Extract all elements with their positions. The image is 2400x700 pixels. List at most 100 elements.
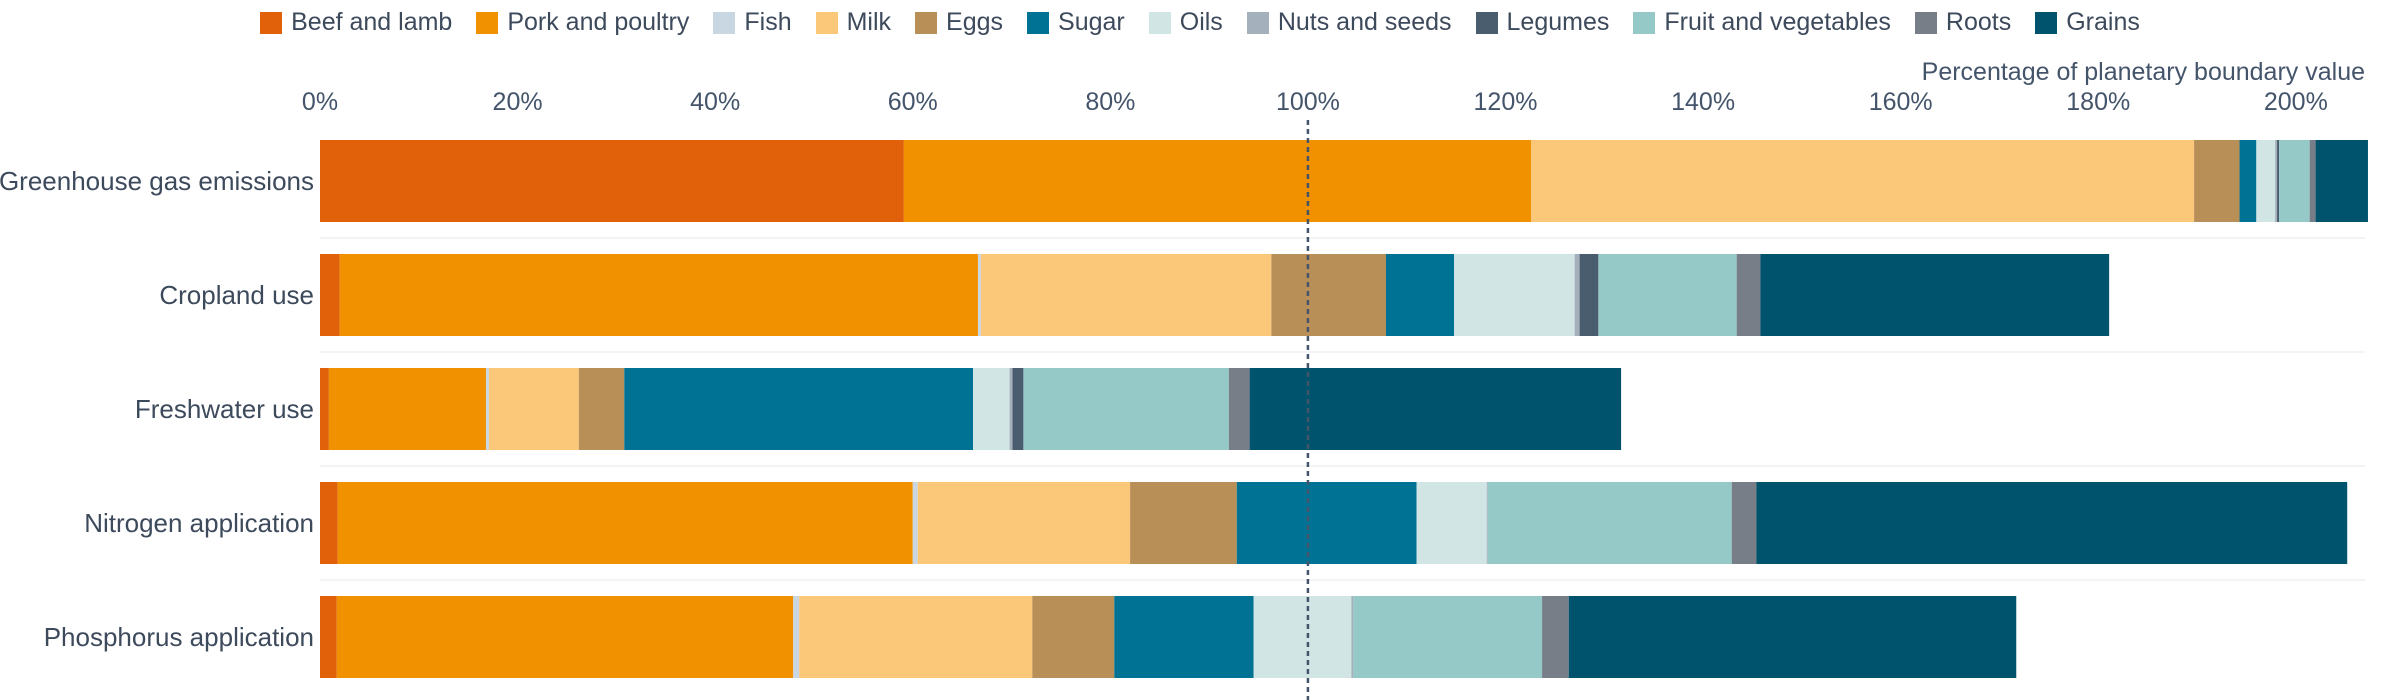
bar-cropland-use-fish: [977, 254, 981, 336]
bar-greenhouse-gas-emissions-legumes: [2277, 140, 2280, 222]
bar-freshwater-use-legumes: [1012, 368, 1024, 450]
x-tick-label: 140%: [1671, 88, 1735, 116]
x-tick-label: 160%: [1869, 88, 1933, 116]
grid-lines: [320, 237, 2365, 581]
bar-greenhouse-gas-emissions-roots: [2309, 140, 2316, 222]
x-tick-label: 60%: [888, 88, 938, 116]
bar-phosphorus-application-roots: [1542, 596, 1569, 678]
category-label-phosphorus-application: Phosphorus application: [44, 622, 314, 652]
legend: Beef and lamb Pork and poultry Fish Milk Egg…: [0, 8, 2400, 37]
legend-swatch: [476, 11, 499, 34]
bar-phosphorus-application-nuts-and-seeds: [1351, 596, 1354, 678]
bar-nitrogen-application-nuts-and-seeds: [1486, 482, 1488, 564]
bar-freshwater-use-milk: [488, 368, 579, 450]
legend-swatch: [260, 11, 283, 34]
legend-swatch: [1633, 11, 1656, 34]
bar-nitrogen-application-oils: [1416, 482, 1487, 564]
bar-freshwater-use-roots: [1228, 368, 1250, 450]
bar-nitrogen-application-beef-and-lamb: [320, 482, 338, 564]
x-tick-label: 180%: [2066, 88, 2130, 116]
legend-label: Milk: [846, 8, 892, 36]
category-label-nitrogen-application: Nitrogen application: [84, 508, 314, 538]
x-tick-label: 40%: [690, 88, 740, 116]
bar-phosphorus-application-beef-and-lamb: [320, 596, 337, 678]
bar-greenhouse-gas-emissions-eggs: [2194, 140, 2240, 222]
bar-cropland-use-sugar: [1385, 254, 1455, 336]
legend-label: Grains: [2066, 8, 2140, 36]
legend-item-pork-and-poultry: Pork and poultry: [476, 8, 689, 37]
bar-cropland-use-fruit-and-vegetables: [1598, 254, 1737, 336]
bar-nitrogen-application-fish: [912, 482, 918, 564]
legend-item-eggs: Eggs: [915, 8, 1003, 37]
category-label-cropland-use: Cropland use: [159, 280, 314, 310]
legend-item-milk: Milk: [815, 8, 892, 37]
category-label-greenhouse-gas-emissions: Greenhouse gas emissions: [0, 166, 314, 196]
bar-phosphorus-application-sugar: [1114, 596, 1254, 678]
legend-label: Oils: [1179, 8, 1223, 36]
legend-label: Eggs: [946, 8, 1004, 36]
legend-label: Fish: [744, 8, 792, 36]
legend-label: Roots: [1945, 8, 2012, 36]
legend-label: Fruit and vegetables: [1664, 8, 1891, 36]
bar-phosphorus-application-fruit-and-vegetables: [1353, 596, 1543, 678]
legend-label: Nuts and seeds: [1277, 8, 1452, 36]
bar-nitrogen-application-grains: [1756, 482, 2348, 564]
bar-cropland-use-legumes: [1579, 254, 1599, 336]
bar-greenhouse-gas-emissions-sugar: [2239, 140, 2257, 222]
x-tick-labels: 0% 20% 40% 60% 80% 100% 120% 140% 160% 180% 200%: [302, 88, 2328, 116]
legend-swatch: [1914, 11, 1937, 34]
bar-freshwater-use-grains: [1249, 368, 1622, 450]
legend-swatch: [1246, 11, 1269, 34]
bar-cropland-use-nuts-and-seeds: [1574, 254, 1580, 336]
bar-cropland-use-beef-and-lamb: [320, 254, 340, 336]
legend-swatch: [915, 11, 938, 34]
bar-phosphorus-application-fish: [793, 596, 800, 678]
legend-item-beef-and-lamb: Beef and lamb: [260, 8, 452, 37]
category-label-freshwater-use: Freshwater use: [135, 394, 314, 424]
bar-greenhouse-gas-emissions-milk: [1531, 140, 2195, 222]
bar-freshwater-use-oils: [973, 368, 1010, 450]
legend-item-sugar: Sugar: [1027, 8, 1125, 37]
legend-swatch: [1475, 11, 1498, 34]
bar-greenhouse-gas-emissions-fruit-and-vegetables: [2279, 140, 2310, 222]
bar-freshwater-use-pork-and-poultry: [328, 368, 486, 450]
bar-nitrogen-application-fruit-and-vegetables: [1487, 482, 1732, 564]
bar-greenhouse-gas-emissions-oils: [2256, 140, 2276, 222]
legend-label: Beef and lamb: [291, 8, 453, 36]
legend-item-roots: Roots: [1914, 8, 2012, 37]
x-axis-title: Percentage of planetary boundary value: [1922, 58, 2365, 86]
legend-swatch: [713, 11, 736, 34]
bar-greenhouse-gas-emissions-beef-and-lamb: [320, 140, 904, 222]
bar-phosphorus-application-oils: [1253, 596, 1352, 678]
legend-item-fish: Fish: [713, 8, 792, 37]
bar-nitrogen-application-milk: [917, 482, 1131, 564]
legend-item-nuts-and-seeds: Nuts and seeds: [1246, 8, 1452, 37]
bar-freshwater-use-fish: [485, 368, 489, 450]
bars: [320, 140, 2368, 678]
bar-nitrogen-application-roots: [1731, 482, 1757, 564]
bar-cropland-use-roots: [1736, 254, 1761, 336]
bar-greenhouse-gas-emissions-pork-and-poultry: [903, 140, 1532, 222]
bar-cropland-use-eggs: [1271, 254, 1386, 336]
legend-swatch: [1148, 11, 1171, 34]
bar-cropland-use-pork-and-poultry: [339, 254, 978, 336]
legend-label: Sugar: [1058, 8, 1125, 36]
x-tick-label: 80%: [1085, 88, 1135, 116]
legend-item-oils: Oils: [1148, 8, 1223, 37]
legend-item-legumes: Legumes: [1475, 8, 1609, 37]
bar-freshwater-use-sugar: [624, 368, 974, 450]
bar-phosphorus-application-grains: [1568, 596, 2017, 678]
bar-greenhouse-gas-emissions-nuts-and-seeds: [2275, 140, 2278, 222]
bar-freshwater-use-eggs: [578, 368, 625, 450]
bar-cropland-use-milk: [980, 254, 1272, 336]
bar-phosphorus-application-pork-and-poultry: [336, 596, 794, 678]
x-tick-label: 200%: [2264, 88, 2328, 116]
x-tick-label: 120%: [1474, 88, 1538, 116]
x-tick-label: 20%: [493, 88, 543, 116]
legend-item-grains: Grains: [2035, 8, 2140, 37]
bar-cropland-use-grains: [1760, 254, 2110, 336]
bar-freshwater-use-beef-and-lamb: [320, 368, 329, 450]
legend-item-fruit-and-vegetables: Fruit and vegetables: [1633, 8, 1891, 37]
category-labels: Greenhouse gas emissions Cropland use Fres…: [0, 166, 314, 652]
